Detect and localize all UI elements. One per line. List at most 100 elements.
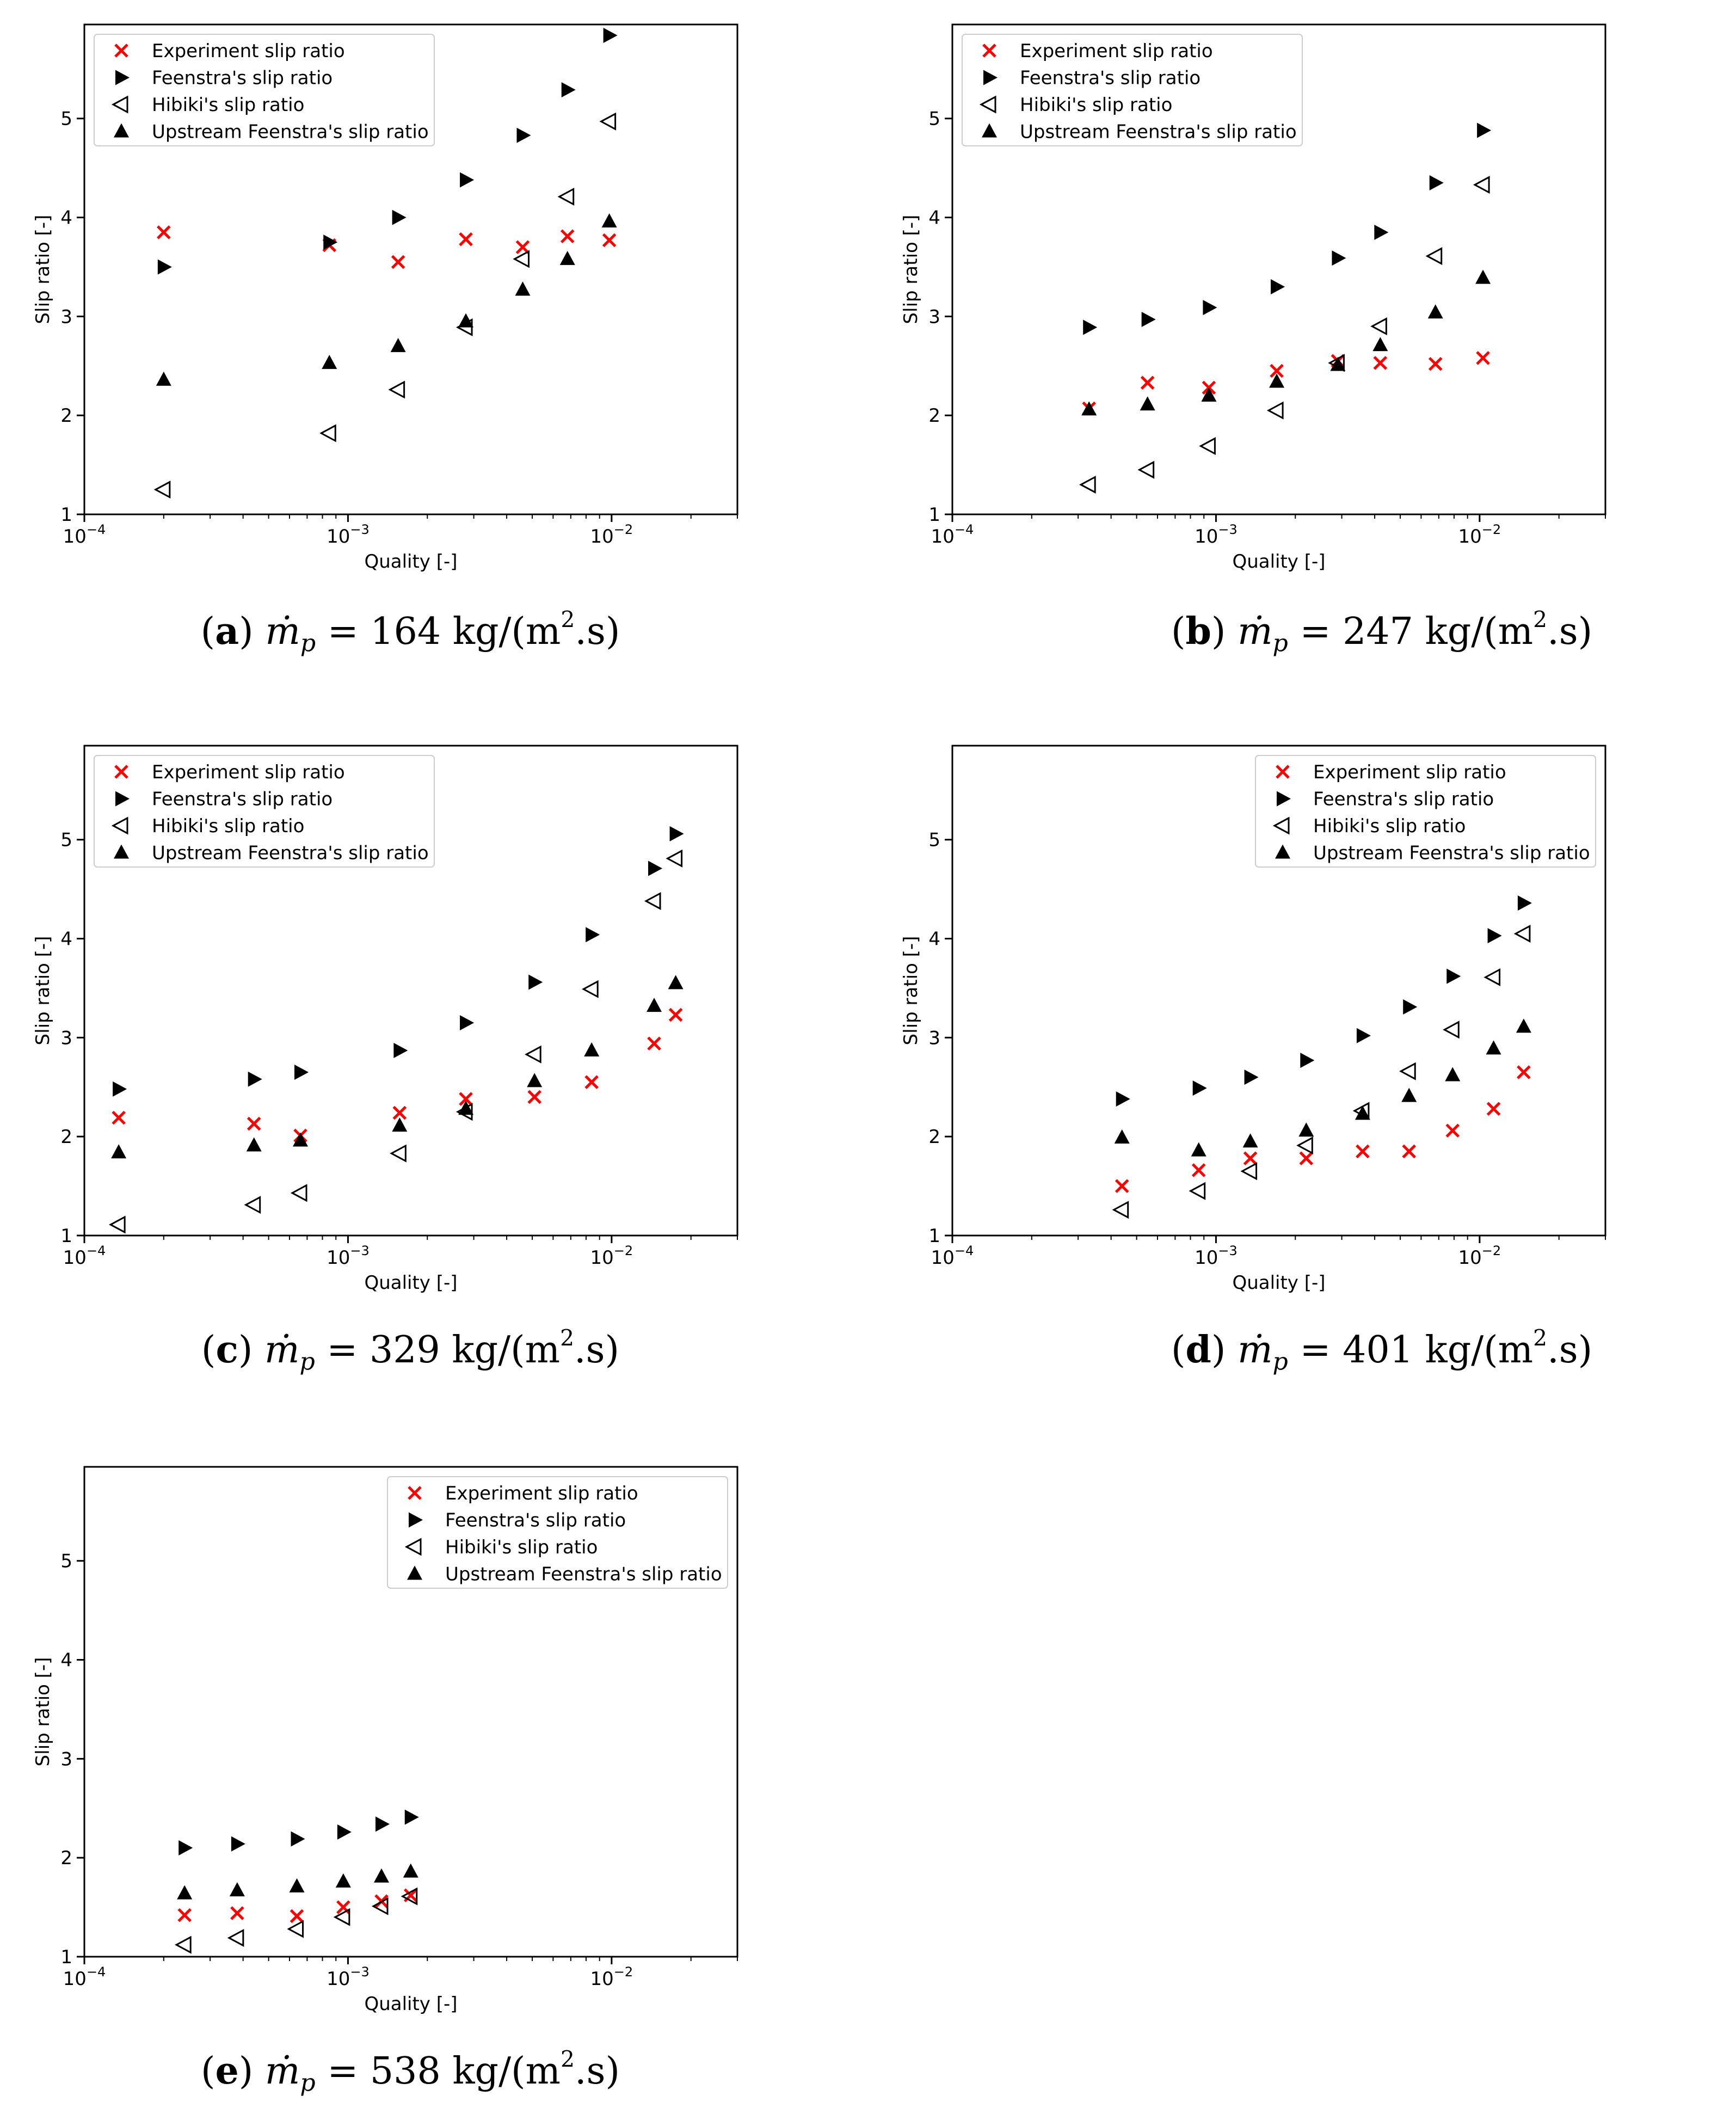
y-tick-label: 5 bbox=[60, 829, 72, 851]
data-point bbox=[403, 1863, 418, 1878]
y-tick-label: 5 bbox=[928, 829, 940, 851]
data-point bbox=[1476, 351, 1490, 365]
legend-marker bbox=[1272, 816, 1290, 835]
y-tick-label: 2 bbox=[60, 1126, 72, 1148]
data-point bbox=[1299, 1151, 1314, 1165]
data-point bbox=[1445, 1067, 1461, 1081]
y-axis-label: Slip ratio [-] bbox=[32, 215, 54, 324]
caption-unit: kg/(m2.s) bbox=[1425, 606, 1593, 653]
data-point bbox=[112, 1110, 126, 1125]
legend: Experiment slip ratio Feenstra's slip rat… bbox=[1255, 755, 1596, 868]
x-tick-label: 10−3 bbox=[327, 1964, 370, 1990]
legend-box bbox=[94, 755, 435, 868]
data-point bbox=[1191, 1163, 1206, 1177]
legend-marker bbox=[404, 1538, 422, 1556]
data-point bbox=[177, 1908, 192, 1922]
y-tick-label: 4 bbox=[60, 1650, 72, 1671]
data-point bbox=[1081, 401, 1097, 416]
data-point bbox=[1083, 319, 1098, 335]
data-point bbox=[1517, 895, 1532, 911]
y-axis-label: Slip ratio [-] bbox=[32, 936, 54, 1046]
legend-marker bbox=[983, 70, 998, 85]
legend-label: Upstream Feenstra's slip ratio bbox=[152, 843, 429, 864]
caption-unit: kg/(m2.s) bbox=[1425, 1325, 1593, 1372]
legend-label: Feenstra's slip ratio bbox=[445, 1510, 626, 1532]
data-point bbox=[374, 1868, 390, 1883]
data-point bbox=[1356, 1144, 1370, 1159]
legend-label: Feenstra's slip ratio bbox=[1020, 67, 1201, 89]
data-point bbox=[231, 1836, 245, 1852]
data-point bbox=[392, 1105, 407, 1120]
caption-d: (d) ṁp = 401 kg/(m2.s) bbox=[1171, 1325, 1593, 1376]
caption-label: c bbox=[216, 1328, 238, 1372]
caption-value: 401 bbox=[1343, 1329, 1413, 1372]
x-tick-label: 10−4 bbox=[931, 1243, 974, 1269]
plot-area-frame bbox=[951, 745, 1606, 1237]
data-point bbox=[515, 240, 530, 254]
x-tick-label: 10−4 bbox=[63, 1243, 106, 1269]
y-tick-label: 5 bbox=[60, 108, 72, 130]
data-point bbox=[459, 232, 473, 247]
data-point bbox=[1189, 1182, 1206, 1200]
data-point bbox=[230, 1906, 244, 1920]
series-tri-left-open bbox=[1112, 924, 1531, 1219]
caption-value: 164 bbox=[370, 610, 441, 653]
data-point bbox=[586, 927, 600, 943]
data-point bbox=[1242, 1133, 1258, 1148]
legend-label: Hibiki's slip ratio bbox=[1313, 815, 1466, 837]
legend-box bbox=[94, 34, 435, 146]
data-point bbox=[1486, 1040, 1501, 1055]
y-tick-label: 1 bbox=[928, 1225, 940, 1247]
data-point bbox=[1300, 1053, 1315, 1068]
data-point bbox=[1372, 337, 1388, 352]
data-point bbox=[1401, 1087, 1417, 1102]
data-point bbox=[1428, 357, 1443, 371]
data-point bbox=[294, 1065, 309, 1080]
data-point bbox=[1332, 250, 1346, 266]
data-point bbox=[1443, 1021, 1460, 1039]
data-point bbox=[290, 1184, 307, 1202]
data-point bbox=[1370, 317, 1387, 336]
x-tick-label: 10−2 bbox=[590, 1243, 633, 1269]
caption-value: 247 bbox=[1343, 610, 1413, 653]
caption-c: (c) ṁp = 329 kg/(m2.s) bbox=[201, 1325, 620, 1376]
legend-box bbox=[962, 34, 1303, 146]
legend-marker bbox=[982, 44, 996, 58]
legend-label: Hibiki's slip ratio bbox=[1020, 94, 1172, 116]
data-point bbox=[1296, 1136, 1313, 1155]
legend: Experiment slip ratio Feenstra's slip rat… bbox=[94, 34, 435, 146]
legend-label: Experiment slip ratio bbox=[1313, 761, 1506, 783]
data-point bbox=[1240, 1162, 1258, 1181]
chart-panel-a: 1 2 3 4 5 10−4 10−3 10−2 Quality [-] Slip ratio [… bbox=[32, 23, 738, 573]
data-point bbox=[599, 112, 617, 131]
legend-label: Experiment slip ratio bbox=[445, 1483, 638, 1504]
series-tri-up bbox=[1081, 269, 1491, 416]
legend-label: Feenstra's slip ratio bbox=[1313, 789, 1494, 810]
data-point bbox=[111, 1144, 127, 1159]
y-tick-label: 3 bbox=[928, 306, 940, 328]
data-point bbox=[246, 1137, 262, 1152]
caption-value: 538 bbox=[370, 2050, 441, 2093]
data-point bbox=[1203, 300, 1217, 315]
data-point bbox=[1516, 1018, 1531, 1033]
chart-panel-b: 1 2 3 4 5 10−4 10−3 10−2 Quality [-] Slip ratio [… bbox=[900, 23, 1606, 573]
data-point bbox=[516, 127, 531, 143]
y-tick-label: 2 bbox=[928, 405, 940, 427]
series-tri-left-open bbox=[1079, 176, 1490, 494]
data-point bbox=[1140, 376, 1155, 390]
legend-marker bbox=[114, 123, 129, 138]
legend-label: Hibiki's slip ratio bbox=[152, 94, 304, 116]
x-axis-label: Quality [-] bbox=[364, 1272, 457, 1294]
data-point bbox=[1115, 1179, 1129, 1193]
data-point bbox=[289, 1878, 305, 1892]
y-tick-label: 3 bbox=[60, 1027, 72, 1049]
data-point bbox=[1137, 460, 1155, 479]
y-tick-label: 3 bbox=[60, 306, 72, 328]
series-x bbox=[112, 1007, 683, 1143]
legend-marker bbox=[409, 1512, 423, 1528]
x-tick-label: 10−3 bbox=[327, 522, 370, 548]
x-axis-label: Quality [-] bbox=[1232, 1272, 1325, 1294]
series-x bbox=[177, 1888, 418, 1924]
series-x bbox=[1115, 1065, 1531, 1193]
legend-marker bbox=[114, 765, 128, 779]
